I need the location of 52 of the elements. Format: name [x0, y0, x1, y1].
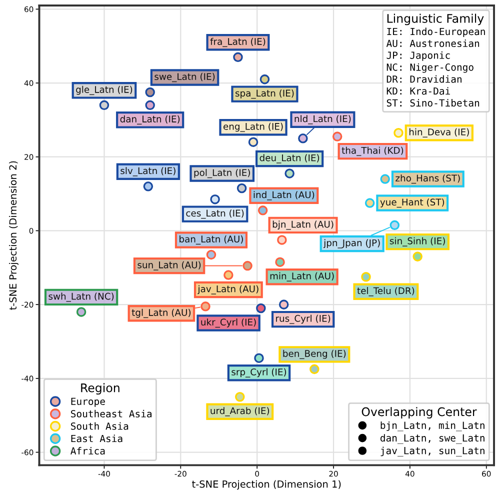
point — [76, 307, 86, 317]
data-label: jav_Latn (AU) — [198, 285, 258, 294]
data-label: hin_Deva (IE) — [409, 128, 469, 138]
y-axis-title: t-SNE Projection (Dimension 2) — [9, 161, 18, 310]
data-label: dan_Latn (IE) — [120, 115, 180, 124]
data-label: eng_Latn (IE) — [224, 122, 283, 132]
annotation: DR: Dravidian — [386, 75, 462, 83]
data-label: tha_Thai (KD) — [342, 146, 404, 156]
data-label: sin_Sinh (IE) — [390, 237, 445, 246]
data-label: fra_Latn (IE) — [210, 38, 266, 47]
annotation: NC: Niger-Congo — [386, 63, 474, 73]
data-label: tel_Telu (DR) — [357, 287, 414, 296]
legend-label: Europe — [71, 398, 105, 407]
data-label: min_Latn (AU) — [270, 272, 334, 282]
data-label: sun_Latn (AU) — [138, 261, 201, 270]
data-label: yue_Hant (ST) — [380, 198, 444, 208]
legend-label: East Asia — [71, 434, 122, 442]
legend-label: Africa — [70, 447, 105, 455]
data-label: srp_Cyrl (IE) — [232, 368, 286, 378]
data-label: ces_Latn (IE) — [186, 210, 244, 219]
annotation: ST: Sino-Tibetan — [386, 99, 480, 107]
annotation: IE: Indo-European — [387, 28, 485, 38]
data-label: ukr_Cyrl (IE) — [201, 318, 256, 328]
legend-title: Region — [81, 383, 120, 395]
legend-label: Southeast Asia — [71, 410, 152, 418]
annotation: dan_Latn, swe_Latn — [380, 434, 484, 444]
data-label: rus_Cyrl (IE) — [276, 314, 330, 324]
annotation: Linguistic Family — [387, 14, 484, 26]
data-label: slv_Latn (IE) — [120, 167, 176, 176]
data-label: urd_Arab (IE) — [210, 407, 270, 416]
data-label: nld_Latn (IE) — [294, 115, 351, 124]
data-label: bjn_Latn (AU) — [272, 220, 334, 230]
legend-label: South Asia — [71, 422, 128, 430]
x-axis-title: t-SNE Projection (Dimension 1) — [192, 480, 341, 490]
data-label: gle_Latn (IE) — [76, 86, 132, 95]
data-label: tgl_Latn (AU) — [132, 308, 191, 318]
annotation: Overlapping Center — [362, 407, 477, 418]
data-label: swh_Latn (NC) — [48, 292, 114, 302]
data-label: ban_Latn (AU) — [180, 235, 243, 245]
annotation: jav_Latn, sun_Latn — [380, 446, 484, 456]
data-label: jpn_Jpan (JP) — [323, 239, 380, 248]
annotation: bjn_Latn, min_Latn — [380, 421, 484, 432]
data-label: ben_Beng (IE) — [283, 350, 346, 359]
annotation: JP: Japonic — [386, 51, 450, 61]
data-label: deu_Latn (IE) — [260, 154, 320, 164]
data-label: pol_Latn (IE) — [194, 168, 250, 178]
data-label: spa_Latn (IE) — [235, 90, 294, 99]
data-label: zho_Hans (ST) — [396, 174, 460, 184]
annotation: KD: Kra-Dai — [386, 87, 450, 95]
data-label: swe_Latn (IE) — [154, 72, 215, 82]
data-label: ind_Latn (AU) — [254, 191, 314, 200]
annotation: AU: Austronesian — [386, 40, 480, 48]
